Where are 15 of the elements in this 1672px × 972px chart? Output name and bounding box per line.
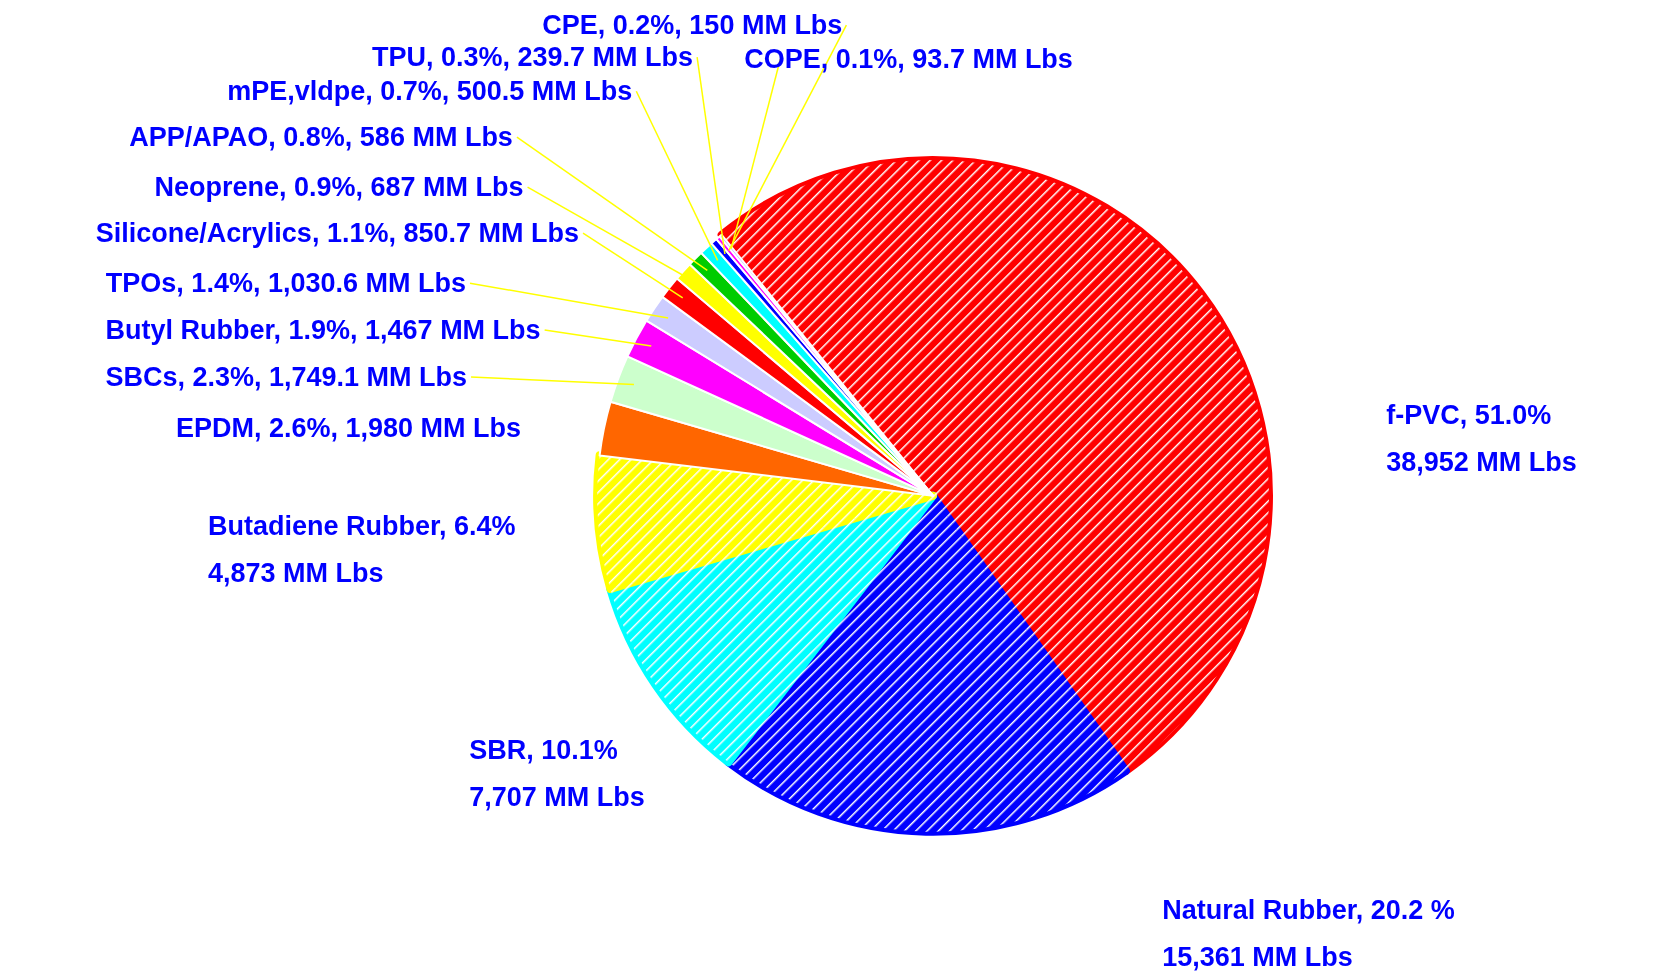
slice-label: CPE, 0.2%, 150 MM Lbs xyxy=(542,10,843,41)
slice-label: COPE, 0.1%, 93.7 MM Lbs xyxy=(744,44,1073,75)
slice-label: Butadiene Rubber, 6.4% 4,873 MM Lbs xyxy=(207,511,516,589)
slice-label: Natural Rubber, 20.2 % 15,361 MM Lbs xyxy=(1162,895,1455,972)
slice-label: Butyl Rubber, 1.9%, 1,467 MM Lbs xyxy=(105,315,541,346)
slice-label: Neoprene, 0.9%, 687 MM Lbs xyxy=(154,172,524,203)
slice-label: SBR, 10.1% 7,707 MM Lbs xyxy=(469,735,645,813)
slice-label: Silicone/Acrylics, 1.1%, 850.7 MM Lbs xyxy=(95,218,580,249)
slice-label: TPOs, 1.4%, 1,030.6 MM Lbs xyxy=(105,268,466,299)
slice-label: SBCs, 2.3%, 1,749.1 MM Lbs xyxy=(105,362,468,393)
slice-label: mPE,vldpe, 0.7%, 500.5 MM Lbs xyxy=(227,76,633,107)
slice-label: TPU, 0.3%, 239.7 MM Lbs xyxy=(372,42,694,73)
slice-label: APP/APAO, 0.8%, 586 MM Lbs xyxy=(129,122,513,153)
slice-label: EPDM, 2.6%, 1,980 MM Lbs xyxy=(175,413,522,444)
slice-label: f-PVC, 51.0% 38,952 MM Lbs xyxy=(1386,400,1577,478)
